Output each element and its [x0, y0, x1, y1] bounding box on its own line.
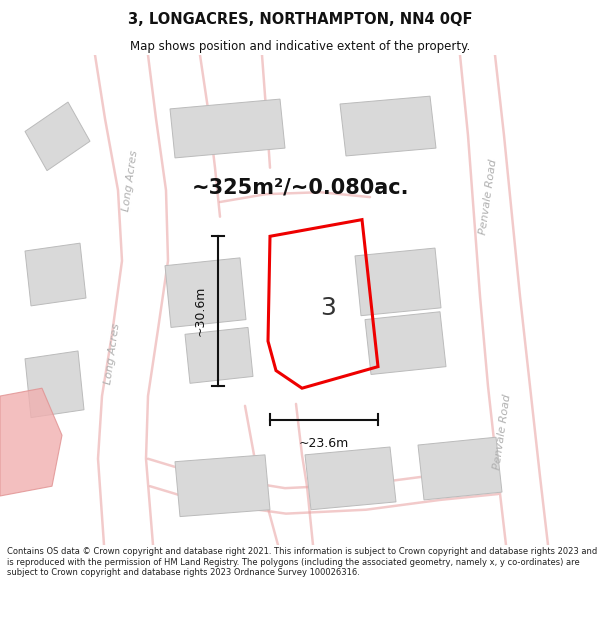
Polygon shape — [175, 455, 270, 517]
Polygon shape — [340, 96, 436, 156]
Polygon shape — [25, 243, 86, 306]
Polygon shape — [0, 388, 62, 496]
Polygon shape — [305, 447, 396, 510]
Text: ~325m²/~0.080ac.: ~325m²/~0.080ac. — [191, 177, 409, 198]
Polygon shape — [25, 102, 90, 171]
Text: 3, LONGACRES, NORTHAMPTON, NN4 0QF: 3, LONGACRES, NORTHAMPTON, NN4 0QF — [128, 12, 472, 27]
Text: Penvale Road: Penvale Road — [492, 394, 512, 471]
Polygon shape — [165, 258, 246, 328]
Text: Long Acres: Long Acres — [103, 322, 121, 385]
Text: ~23.6m: ~23.6m — [299, 438, 349, 450]
Polygon shape — [185, 328, 253, 383]
Polygon shape — [170, 99, 285, 158]
Polygon shape — [365, 312, 446, 374]
Polygon shape — [418, 438, 502, 500]
Polygon shape — [355, 248, 441, 316]
Text: Contains OS data © Crown copyright and database right 2021. This information is : Contains OS data © Crown copyright and d… — [7, 548, 598, 577]
Polygon shape — [25, 351, 84, 418]
Text: ~30.6m: ~30.6m — [193, 286, 206, 336]
Text: Penvale Road: Penvale Road — [478, 159, 498, 236]
Text: Long Acres: Long Acres — [121, 149, 139, 212]
Text: 3: 3 — [320, 296, 336, 320]
Text: Map shows position and indicative extent of the property.: Map shows position and indicative extent… — [130, 39, 470, 52]
